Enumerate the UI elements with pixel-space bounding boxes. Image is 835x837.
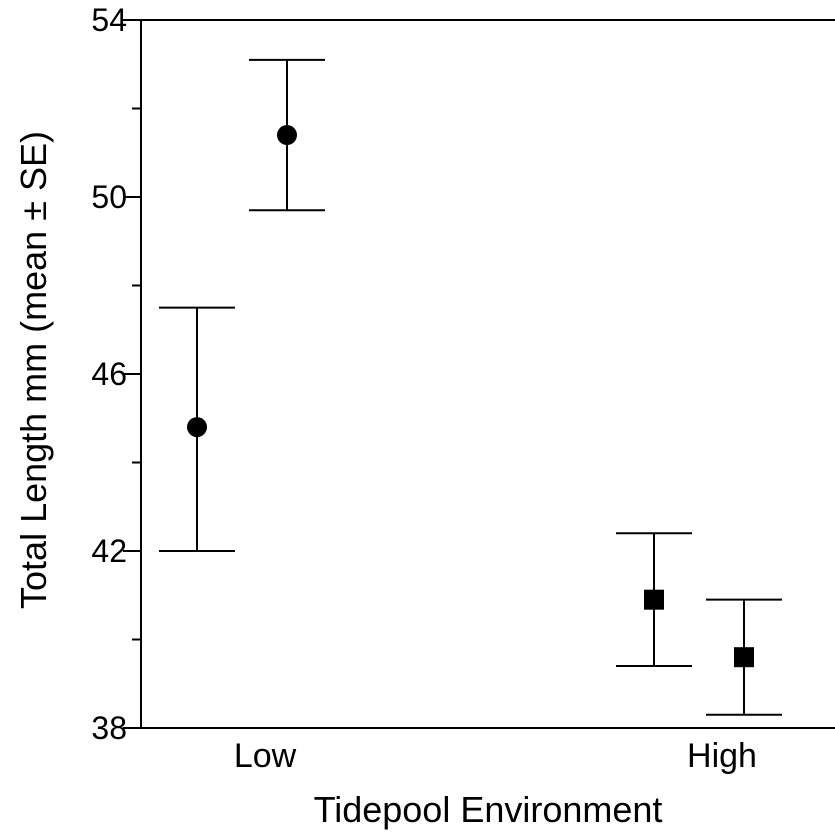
y-tick-label: 46 bbox=[91, 356, 127, 392]
x-category-label: Low bbox=[234, 737, 297, 775]
axes bbox=[140, 19, 835, 729]
mean-point-circle bbox=[187, 417, 207, 438]
y-tick-label: 38 bbox=[91, 710, 127, 746]
y-axis-title: Total Length mm (mean ± SE) bbox=[13, 131, 54, 609]
x-category-labels: Low High bbox=[234, 737, 757, 775]
mean-point-square bbox=[734, 647, 754, 668]
y-tick-label: 50 bbox=[91, 179, 127, 215]
y-tick-label: 42 bbox=[91, 533, 127, 569]
x-category-label: High bbox=[687, 737, 757, 775]
y-tick-label: 54 bbox=[91, 2, 127, 38]
mean-point-circle bbox=[277, 125, 297, 146]
y-ticks: 38 42 46 50 54 bbox=[91, 2, 141, 746]
x-axis-title: Tidepool Environment bbox=[314, 789, 663, 830]
data-points bbox=[159, 58, 782, 716]
mean-point-square bbox=[644, 589, 664, 610]
